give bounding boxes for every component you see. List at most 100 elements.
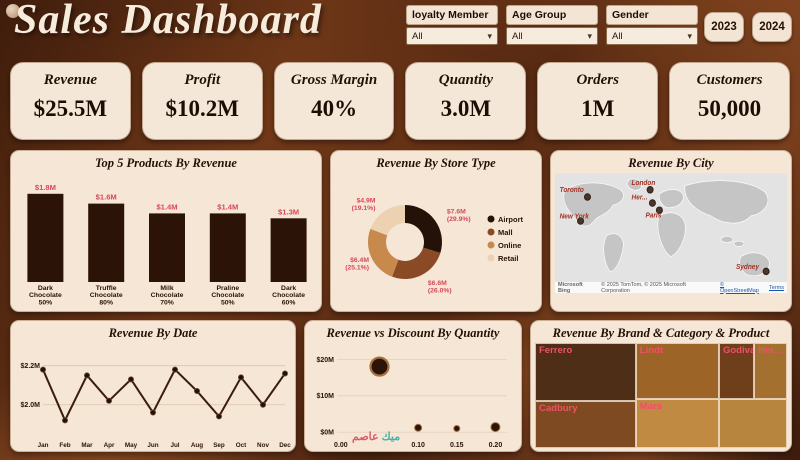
treemap-label: Lindt <box>639 345 664 356</box>
scatter-chart[interactable]: $0M $10M $20M 0.00 0.10 0.15 0.20 <box>309 342 519 450</box>
filter-age-group-dropdown[interactable]: All ▾ <box>506 27 598 45</box>
data-point <box>237 374 244 381</box>
panel-top-products: Top 5 Products By Revenue $1.8M Dark Choco… <box>10 150 322 312</box>
kpi-value: $25.5M <box>33 96 108 121</box>
bar <box>209 213 246 282</box>
kpi-card-quantity: Quantity 3.0M <box>405 62 527 140</box>
chart-label: 70% <box>160 299 174 306</box>
treemap-chart[interactable]: Ferrero Cadbury Lindt Mars Godiva Her... <box>535 343 787 448</box>
chart-label: 0.15 <box>450 442 464 449</box>
kpi-card-customers: Customers 50,000 <box>669 62 790 140</box>
filter-gender-dropdown[interactable]: All ▾ <box>606 27 698 45</box>
treemap-node-godiva[interactable]: Godiva <box>718 343 755 399</box>
treemap-node-her[interactable]: Her... <box>754 343 787 399</box>
filter-gender: Gender All ▾ <box>606 5 698 45</box>
panel-title: Revenue By City <box>628 156 714 170</box>
data-point <box>259 401 266 408</box>
map-copyright: © 2025 TomTom, © 2025 Microsoft Corporat… <box>601 281 686 294</box>
kpi-row: Revenue $25.5M Profit $10.2M Gross Margi… <box>10 62 790 140</box>
line-chart[interactable]: $2.0M $2.2M Jan Feb Mar Apr May Jun Jul Aug Sep Oct… <box>15 342 293 450</box>
treemap-node-lindt[interactable]: Lindt <box>635 343 719 399</box>
kpi-label: Profit <box>184 72 221 88</box>
filter-loyalty-member-dropdown[interactable]: All ▾ <box>406 27 498 45</box>
treemap-node-cadbury[interactable]: Cadbury <box>535 400 636 448</box>
kpi-label: Revenue <box>43 72 98 88</box>
panel-brand-treemap: Revenue By Brand & Category & Product Fe… <box>530 320 792 452</box>
panel-revenue-by-date: Revenue By Date $2.0M $2.2M Jan Feb Mar Apr Ma… <box>10 320 296 452</box>
kpi-value: 1M <box>581 96 615 121</box>
treemap-node-ferrero[interactable]: Ferrero <box>535 343 636 401</box>
map-provider-logo: Microsoft Bing <box>558 281 583 294</box>
filter-loyalty-member-value: All <box>412 30 423 42</box>
chart-label: $6.4M (25.1%) <box>345 257 369 272</box>
chart-label: Chocolate <box>151 292 184 299</box>
chart-label: 0.10 <box>411 442 425 449</box>
kpi-value: 40% <box>311 96 358 121</box>
kpi-label: Orders <box>576 72 619 88</box>
data-point <box>490 422 501 433</box>
city-marker <box>655 206 663 214</box>
donut-segment <box>368 228 399 277</box>
map-container: Toronto New York London Her... Paris Sydney M… <box>555 173 787 294</box>
line-series <box>42 367 286 423</box>
panel-title: Revenue By Date <box>108 326 198 340</box>
panel-title: Revenue By Brand & Category & Product <box>552 326 770 340</box>
world-map[interactable]: Toronto New York London Her... Paris Sydney <box>555 173 787 293</box>
chart-label: $1.3M <box>278 207 299 216</box>
kpi-value: $10.2M <box>165 96 239 121</box>
panel-store-type: Revenue By Store Type $7.6M (29.9%) $6.6M(… <box>330 150 542 312</box>
chart-label: May <box>125 442 138 449</box>
chart-label: $10M <box>316 393 334 400</box>
data-point <box>414 423 423 432</box>
kpi-card-revenue: Revenue $25.5M <box>10 62 131 140</box>
chart-label: Chocolate <box>29 292 62 299</box>
city-marker <box>577 217 585 225</box>
filter-loyalty-member-label: loyalty Member <box>406 5 498 25</box>
bar <box>270 218 307 282</box>
chart-label: 0.20 <box>489 442 503 449</box>
kpi-card-orders: Orders 1M <box>537 62 659 140</box>
chevron-down-icon: ▾ <box>587 30 592 41</box>
chart-label: Nov <box>257 442 269 449</box>
year-2023-button[interactable]: 2023 <box>704 12 744 42</box>
data-point <box>193 388 200 395</box>
chart-label: 60% <box>282 299 296 306</box>
osm-link[interactable]: © OpenStreetMap <box>720 281 759 294</box>
treemap-node-mars[interactable]: Mars <box>635 398 719 448</box>
kpi-label: Customers <box>696 72 763 88</box>
bar-chart[interactable]: $1.8MDarkChocolate50%$1.6MTruffleChocola… <box>15 172 319 308</box>
page-title: Sales Dashboard <box>14 0 322 43</box>
panel-revenue-vs-discount: Revenue vs Discount By Quantity $0M $10M $… <box>304 320 522 452</box>
chart-label: 50% <box>221 299 235 306</box>
data-point <box>149 409 156 416</box>
data-point <box>128 376 135 383</box>
chart-label: 80% <box>99 299 113 306</box>
chart-label: $2.0M <box>21 402 41 409</box>
map-attribution: Microsoft Bing © 2025 TomTom, © 2025 Mic… <box>555 281 787 294</box>
panel-title: Top 5 Products By Revenue <box>95 156 237 170</box>
chart-label: Jun <box>147 442 158 449</box>
terms-link[interactable]: Terms <box>769 284 784 291</box>
donut-chart[interactable]: $7.6M (29.9%) $6.6M (26.0%) $6.4M (25.1%) $4.9… <box>335 172 539 308</box>
chart-label: 50% <box>39 299 53 306</box>
year-2024-button[interactable]: 2024 <box>752 12 792 42</box>
filter-loyalty-member: loyalty Member All ▾ <box>406 5 498 45</box>
chart-label: $0M <box>320 430 334 437</box>
legend-swatch <box>487 241 495 249</box>
chart-label: Sep <box>213 442 225 449</box>
chart-label: Chocolate <box>90 292 123 299</box>
treemap-node[interactable] <box>718 398 787 448</box>
chart-label: Truffle <box>96 285 117 292</box>
kpi-label: Gross Margin <box>290 72 378 88</box>
panel-title: Revenue vs Discount By Quantity <box>326 326 500 340</box>
chart-label: Mar <box>81 442 93 449</box>
chart-label: Jul <box>170 442 179 449</box>
chart-label: Mall <box>498 228 513 237</box>
watermark-part1: ميك <box>381 431 401 443</box>
data-point <box>62 417 69 424</box>
data-point <box>84 372 91 379</box>
chart-label: London <box>632 180 656 187</box>
chart-label: Praline <box>216 285 239 292</box>
chart-label: Sydney <box>736 264 760 271</box>
